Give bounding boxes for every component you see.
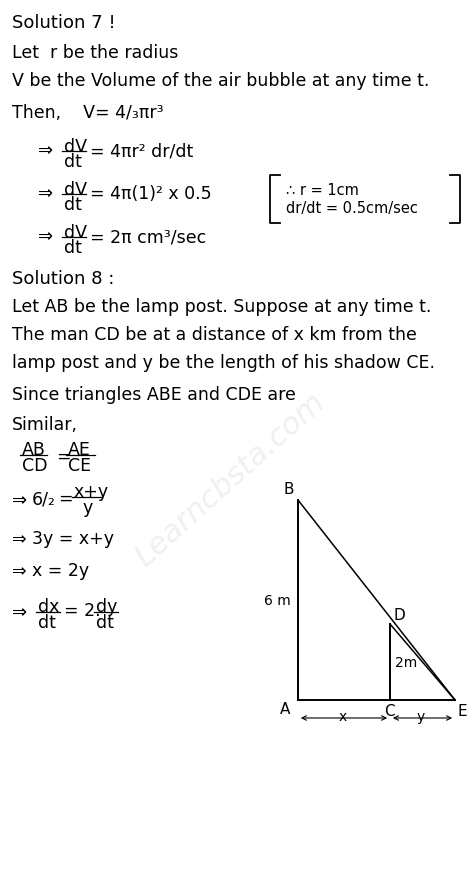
Text: CD: CD [22, 457, 47, 475]
Text: B: B [284, 482, 294, 497]
Text: dr/dt = 0.5cm/sec: dr/dt = 0.5cm/sec [286, 201, 418, 216]
Text: dt: dt [96, 614, 114, 632]
Text: = 4πr² dr/dt: = 4πr² dr/dt [90, 142, 193, 160]
Text: x+y: x+y [74, 483, 109, 501]
Text: Similar,: Similar, [12, 416, 78, 434]
Text: dt: dt [64, 196, 82, 214]
Text: V be the Volume of the air bubble at any time t.: V be the Volume of the air bubble at any… [12, 72, 429, 90]
Text: A: A [280, 702, 291, 717]
Text: 6/₂: 6/₂ [32, 490, 56, 508]
Text: = 4π(1)² x 0.5: = 4π(1)² x 0.5 [90, 185, 211, 203]
Text: C: C [384, 704, 395, 719]
Text: dV: dV [64, 138, 87, 156]
Text: dt: dt [64, 153, 82, 171]
Text: Since triangles ABE and CDE are: Since triangles ABE and CDE are [12, 386, 296, 404]
Text: ⇒ 3y = x+y: ⇒ 3y = x+y [12, 530, 114, 548]
Text: dx: dx [38, 598, 59, 616]
Text: Learncbsta.com: Learncbsta.com [129, 387, 330, 573]
Text: ∴ r = 1cm: ∴ r = 1cm [286, 183, 359, 198]
Text: Let  r be the radius: Let r be the radius [12, 44, 178, 62]
Text: ⇒: ⇒ [38, 185, 53, 203]
Text: CE: CE [68, 457, 91, 475]
Text: Then,    V= 4/₃πr³: Then, V= 4/₃πr³ [12, 104, 164, 122]
Text: =: = [56, 448, 71, 466]
Text: ⇒: ⇒ [12, 604, 27, 622]
Text: x: x [339, 710, 347, 724]
Text: D: D [394, 608, 406, 623]
Text: Let AB be the lamp post. Suppose at any time t.: Let AB be the lamp post. Suppose at any … [12, 298, 431, 316]
Text: ⇒: ⇒ [12, 492, 27, 510]
Text: dy: dy [96, 598, 118, 616]
Text: ⇒ x = 2y: ⇒ x = 2y [12, 562, 89, 580]
Text: AE: AE [68, 441, 91, 459]
Text: dV: dV [64, 224, 87, 242]
Text: 6 m: 6 m [264, 594, 291, 608]
Text: Solution 8 :: Solution 8 : [12, 270, 114, 288]
Text: = 2.: = 2. [64, 602, 100, 620]
Text: dt: dt [38, 614, 56, 632]
Text: E: E [458, 704, 468, 719]
Text: dt: dt [64, 239, 82, 257]
Text: AB: AB [22, 441, 46, 459]
Text: ⇒: ⇒ [38, 142, 53, 160]
Text: Solution 7 !: Solution 7 ! [12, 14, 116, 32]
Text: = 2π cm³/sec: = 2π cm³/sec [90, 228, 206, 246]
Text: dV: dV [64, 181, 87, 199]
Text: 2m: 2m [395, 656, 417, 670]
Text: y: y [82, 499, 92, 517]
Text: lamp post and y be the length of his shadow CE.: lamp post and y be the length of his sha… [12, 354, 435, 372]
Text: ⇒: ⇒ [38, 228, 53, 246]
Text: y: y [417, 710, 425, 724]
Text: =: = [58, 490, 73, 508]
Text: The man CD be at a distance of x km from the: The man CD be at a distance of x km from… [12, 326, 417, 344]
